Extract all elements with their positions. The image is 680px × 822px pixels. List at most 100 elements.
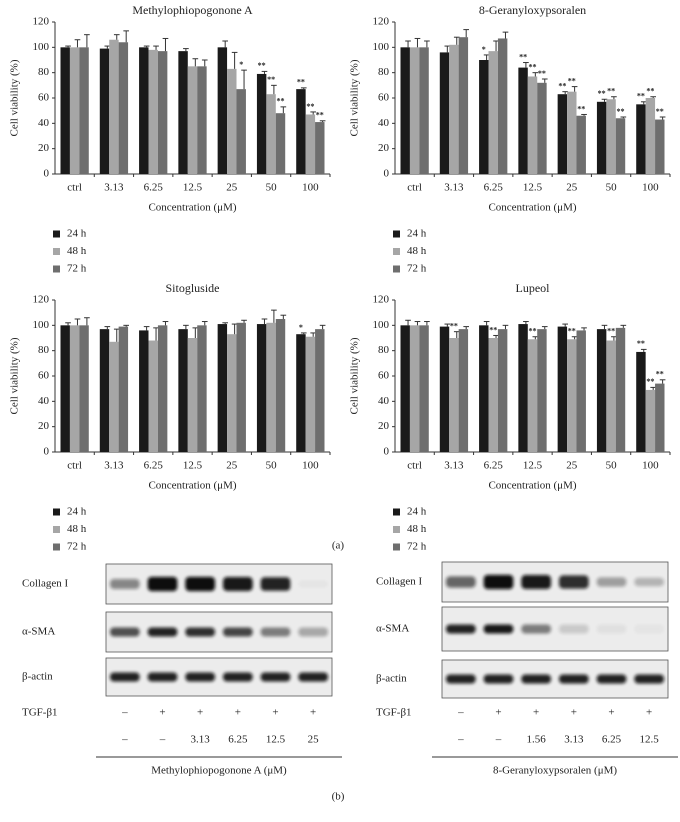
bar xyxy=(400,47,410,175)
bar xyxy=(315,122,325,174)
blot-band xyxy=(596,577,627,587)
x-tick-label: 100 xyxy=(642,460,659,472)
blot-band xyxy=(559,624,589,634)
blot-panel xyxy=(105,563,333,605)
bar xyxy=(69,325,80,452)
bar xyxy=(148,340,158,452)
bar xyxy=(256,324,267,452)
x-tick-label: 6.25 xyxy=(484,460,504,472)
y-tick-label: 60 xyxy=(38,92,50,104)
significance-label: ** xyxy=(489,325,497,334)
significance-label: ** xyxy=(646,377,654,386)
blot-caption: Methylophiopogonone A (μM) xyxy=(151,765,287,777)
dose-label: – xyxy=(121,734,128,746)
y-tick-label: 60 xyxy=(378,370,390,382)
bar xyxy=(655,119,665,174)
x-tick-label: 3.13 xyxy=(444,182,464,194)
bar xyxy=(615,118,626,174)
bar xyxy=(655,383,665,452)
y-tick-label: 40 xyxy=(38,395,50,407)
y-tick-label: 100 xyxy=(373,319,390,331)
x-tick-label: 12.5 xyxy=(523,460,543,472)
x-axis-label: Concentration (μM) xyxy=(488,202,576,214)
blot-band xyxy=(521,575,551,589)
y-tick-label: 20 xyxy=(378,142,390,154)
x-tick-label: ctrl xyxy=(67,460,82,472)
bar xyxy=(596,329,607,452)
y-axis-label: Cell viability (%) xyxy=(9,337,21,414)
dose-label: 3.13 xyxy=(191,734,211,746)
bar xyxy=(275,113,286,174)
bar xyxy=(497,38,508,174)
legend-label: 72 h xyxy=(407,263,427,275)
blot-band xyxy=(147,627,178,637)
legend-swatch xyxy=(53,526,60,533)
treatment-label: TGF-β1 xyxy=(376,707,412,719)
treatment-sign: + xyxy=(571,707,577,719)
significance-label: ** xyxy=(277,97,285,106)
bar xyxy=(518,324,528,452)
chart-title: 8-Geranyloxypsoralen xyxy=(479,3,586,17)
significance-label: ** xyxy=(617,107,625,116)
panel-label: (a) xyxy=(332,540,345,552)
blot-band xyxy=(559,575,589,589)
bar xyxy=(236,322,246,452)
y-tick-label: 120 xyxy=(33,294,50,306)
x-tick-label: 25 xyxy=(566,460,578,472)
bar xyxy=(217,324,228,452)
legend-label: 48 h xyxy=(67,523,87,535)
x-axis-label: Concentration (μM) xyxy=(488,480,576,492)
bar xyxy=(636,351,646,452)
significance-label: ** xyxy=(519,52,527,61)
x-tick-label: 25 xyxy=(226,460,238,472)
bar xyxy=(296,334,306,452)
blot-band xyxy=(298,581,328,588)
bar xyxy=(197,325,207,452)
significance-label: * xyxy=(299,323,303,332)
legend-label: 24 h xyxy=(407,506,427,518)
bar xyxy=(488,338,498,452)
y-tick-label: 120 xyxy=(33,16,50,28)
significance-label: ** xyxy=(568,327,576,336)
bar xyxy=(567,91,577,174)
legend-label: 48 h xyxy=(407,245,427,257)
bar xyxy=(527,339,538,452)
bar xyxy=(109,39,119,174)
bar xyxy=(266,322,276,452)
legend-swatch xyxy=(53,248,60,255)
blot-band xyxy=(483,674,514,684)
treatment-label: TGF-β1 xyxy=(22,707,58,719)
x-tick-label: 12.5 xyxy=(523,182,543,194)
y-tick-label: 80 xyxy=(378,66,390,78)
bar xyxy=(99,48,110,174)
bar xyxy=(157,51,168,175)
treatment-sign: – xyxy=(121,707,128,719)
x-axis-label: Concentration (μM) xyxy=(148,202,236,214)
x-tick-label: 50 xyxy=(606,460,618,472)
legend-label: 24 h xyxy=(67,506,87,518)
y-axis-label: Cell viability (%) xyxy=(349,337,361,414)
blot-row-label: Collagen I xyxy=(22,578,68,590)
x-tick-label: 6.25 xyxy=(144,182,164,194)
significance-label: ** xyxy=(646,87,654,96)
bar xyxy=(527,76,538,174)
x-tick-label: ctrl xyxy=(407,182,422,194)
treatment-sign: + xyxy=(159,707,165,719)
x-axis-label: Concentration (μM) xyxy=(148,480,236,492)
bar xyxy=(615,327,626,452)
significance-label: ** xyxy=(538,69,546,78)
x-tick-label: 25 xyxy=(566,182,578,194)
bar xyxy=(275,319,286,452)
bar xyxy=(497,329,508,452)
treatment-sign: + xyxy=(495,707,501,719)
legend-swatch xyxy=(393,265,400,273)
x-tick-label: 3.13 xyxy=(444,460,464,472)
bar xyxy=(178,329,188,452)
legend-label: 24 h xyxy=(407,228,427,240)
blot-row-label: α-SMA xyxy=(22,626,55,638)
blot-band xyxy=(483,624,514,634)
bar xyxy=(60,325,70,452)
bar xyxy=(315,329,325,452)
bar xyxy=(227,68,237,174)
bar xyxy=(79,325,89,452)
